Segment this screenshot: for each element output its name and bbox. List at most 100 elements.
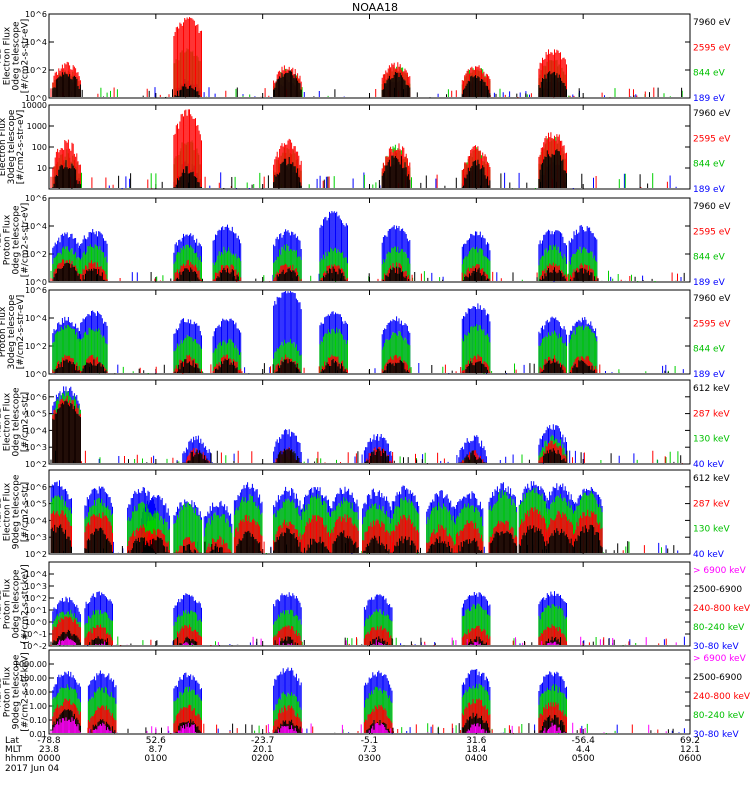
- y-tick-label: 1000: [27, 122, 47, 131]
- y-tick-label: 10^5: [25, 410, 47, 419]
- y-axis-label-line: [#/cm2-s-str-keV]: [21, 564, 31, 643]
- y-axis-label-line: [#/cm2-s-str-keV]: [21, 652, 31, 731]
- series-line: [52, 603, 668, 646]
- series-line: [50, 400, 682, 464]
- x-tick-hhmm: 0100: [144, 754, 167, 764]
- series-line: [52, 358, 669, 374]
- x-tick-hhmm: 0200: [251, 754, 274, 764]
- y-tick-label: 10^2: [25, 460, 47, 469]
- y-tick-label: 10000: [22, 101, 47, 110]
- legend-entry: 7960 eV: [693, 294, 731, 304]
- panel-8: 0.010.101.0010.00100.001000.00MEPEDProto…: [0, 649, 750, 740]
- y-axis-label: Electron Flux30deg telescope[#/cm2-s-str…: [0, 109, 26, 184]
- x-tick-hhmm: 0000: [38, 754, 61, 764]
- series-240-800-kev: [52, 698, 659, 734]
- panel-frame: [48, 13, 691, 99]
- series-30-80-kev: [52, 667, 685, 734]
- legend-entry: 844 eV: [693, 69, 726, 79]
- panel-frame: [48, 197, 691, 283]
- y-axis-label-line: 0deg telescope: [12, 205, 22, 275]
- series-612-kev: [50, 400, 682, 464]
- y-axis-label-line: [#/cm2-s-str-eV]: [21, 203, 31, 278]
- x-tick-hhmm: 0600: [679, 754, 702, 764]
- series-612-kev: [50, 524, 675, 554]
- legend-entry: 30-80 keV: [693, 642, 739, 652]
- panel-frame: [48, 104, 691, 190]
- y-tick-label: 100.00: [19, 674, 47, 683]
- y-tick-label: 10^2: [25, 342, 47, 351]
- x-tick-lat: -78.8: [37, 736, 61, 746]
- y-tick-label: 10.00: [24, 688, 47, 697]
- y-axis-label-line: 0deg telescope: [12, 21, 22, 91]
- y-axis-label-line: Proton Flux: [3, 214, 13, 265]
- legend-entry: 189 eV: [693, 185, 726, 195]
- y-axis-label: TEDProton Flux0deg telescope[#/cm2-s-str…: [0, 203, 31, 278]
- series-line: [52, 149, 649, 189]
- legend-entry: 2595 eV: [693, 43, 731, 53]
- y-tick-label: 0.10: [29, 716, 47, 725]
- series--6900-kev: [57, 636, 677, 645]
- y-axis-label-line: 30deg telescope: [7, 109, 17, 184]
- y-tick-label: 10^0: [25, 618, 47, 627]
- series-2500-6900: [50, 709, 674, 734]
- y-tick-label: 10^4: [25, 314, 47, 323]
- legend-entry: 40 keV: [693, 550, 725, 560]
- legend-entry: > 6900 keV: [693, 654, 747, 664]
- legend-entry: 612 keV: [693, 384, 730, 394]
- x-tick-lat: 31.6: [466, 736, 486, 746]
- y-tick-label: 10^4: [25, 570, 47, 579]
- legend-entry: 240-800 keV: [693, 604, 750, 614]
- x-tick-lat: 52.6: [146, 736, 166, 746]
- y-tick-label: 10^3: [25, 443, 47, 452]
- x-tick-hhmm: 0400: [465, 754, 488, 764]
- panel-7: 10^-210^-110^010^110^210^310^4MEPEDProto…: [0, 561, 750, 652]
- y-axis-label: MEPEDProton Flux0deg telescope[#/cm2-s-s…: [0, 564, 31, 643]
- series-line: [52, 591, 685, 646]
- legend-entry: 7960 eV: [693, 202, 731, 212]
- series-line: [52, 667, 685, 734]
- y-tick-label: 10^6: [25, 10, 47, 19]
- legend-entry: 189 eV: [693, 370, 726, 380]
- y-axis-label-line: MEPED: [0, 676, 4, 708]
- y-axis-label: TEDElectron Flux0deg telescope[#/cm2-s-s…: [0, 19, 31, 94]
- y-axis-label-line: MEPED: [0, 496, 4, 528]
- x-tick-mlt: 18.4: [466, 745, 486, 755]
- y-tick-label: 10^4: [25, 222, 47, 231]
- y-axis-label: MEPEDElectron Flux90deg telescope[#/cm2-…: [0, 474, 31, 549]
- y-axis-label: MEPEDElectron Flux0deg telescope[#/cm2-s…: [0, 387, 31, 457]
- y-axis-label-line: 30deg telescope: [7, 294, 17, 369]
- legend-entry: 2595 eV: [693, 319, 731, 329]
- series-line: [50, 48, 683, 97]
- legend-entry: 2500-6900: [693, 673, 742, 683]
- x-tick-lat: -56.4: [572, 736, 596, 746]
- series-80-240-kev: [52, 683, 616, 734]
- y-axis-label-line: 0deg telescope: [12, 569, 22, 639]
- legend-entry: 7960 eV: [693, 18, 731, 28]
- y-tick-label: 10^6: [25, 286, 47, 295]
- x-tick-mlt: 12.1: [680, 745, 700, 755]
- y-tick-label: 10^1: [25, 606, 47, 615]
- y-axis-label-line: Electron Flux: [0, 117, 8, 176]
- x-tick-mlt: 8.7: [149, 745, 163, 755]
- legend-entry: 844 eV: [693, 345, 726, 355]
- legend-entry: 130 keV: [693, 435, 730, 445]
- y-axis-label-line: Electron Flux: [3, 26, 13, 85]
- panel-frame: [48, 289, 691, 375]
- legend-entry: 7960 eV: [693, 109, 731, 119]
- y-axis-label-line: Electron Flux: [3, 392, 13, 451]
- y-axis-label-line: [#/cm2-s-str-eV]: [16, 110, 26, 185]
- series-80-240-kev: [52, 603, 668, 646]
- series-line: [50, 717, 667, 733]
- legend-entry: 287 keV: [693, 499, 730, 509]
- series-7960-ev: [52, 358, 669, 374]
- y-axis-label-line: 90deg telescope: [12, 474, 22, 549]
- legend-entry: 287 keV: [693, 409, 730, 419]
- y-axis-label-line: MEPED: [0, 406, 4, 438]
- y-axis-label-line: [#/cm2-s-str]: [21, 392, 31, 452]
- y-tick-label: 10^4: [25, 516, 47, 525]
